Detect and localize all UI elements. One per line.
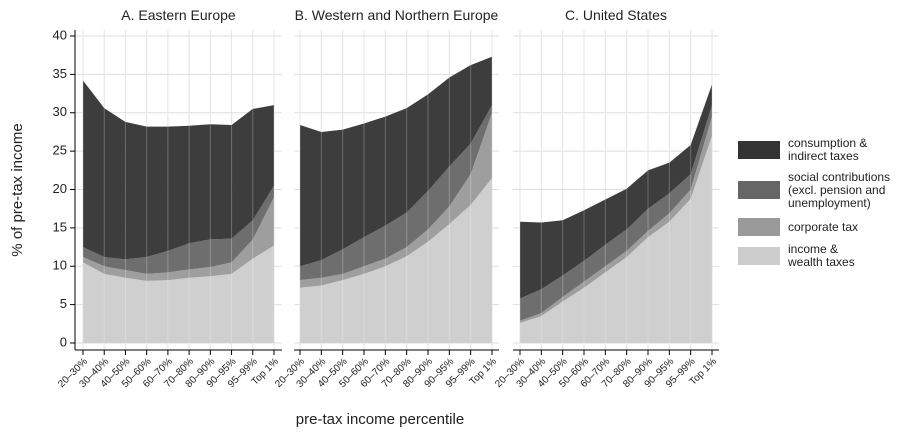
y-tick-label: 25 bbox=[53, 143, 67, 158]
legend-swatch bbox=[738, 218, 780, 236]
area bbox=[520, 135, 712, 343]
legend-entry: consumption & indirect taxes bbox=[738, 130, 867, 170]
x-axis-label: pre-tax income percentile bbox=[296, 411, 464, 428]
area bbox=[83, 197, 274, 281]
panel-title: C. United States bbox=[565, 7, 667, 23]
panel-title: A. Eastern Europe bbox=[121, 7, 236, 23]
y-tick-label: 30 bbox=[53, 104, 67, 119]
legend-label: income & wealth taxes bbox=[788, 242, 855, 269]
area bbox=[300, 105, 492, 281]
legend-label: consumption & indirect taxes bbox=[788, 136, 868, 163]
panel: 20–30%30–40%40–50%50–60%60–70%70–80%80–9… bbox=[273, 7, 499, 390]
area bbox=[520, 84, 712, 299]
y-tick-label: 10 bbox=[53, 258, 67, 273]
panel-title: B. Western and Northern Europe bbox=[295, 7, 499, 23]
legend-swatch bbox=[738, 181, 780, 199]
legend-swatch bbox=[738, 247, 780, 265]
legend-label: social contributions (excl. pension and … bbox=[788, 169, 891, 210]
y-axis-label: % of pre-tax income bbox=[9, 123, 26, 256]
area bbox=[300, 177, 492, 343]
legend-label: corporate tax bbox=[788, 219, 859, 234]
panel: 20–30%30–40%40–50%50–60%60–70%70–80%80–9… bbox=[493, 7, 719, 390]
area bbox=[300, 56, 492, 267]
legend-entry: corporate tax bbox=[738, 207, 858, 247]
area bbox=[83, 245, 274, 343]
area bbox=[520, 105, 712, 321]
legend-swatch bbox=[738, 141, 780, 159]
y-tick-label: 40 bbox=[53, 27, 67, 42]
y-tick-label: 0 bbox=[60, 334, 67, 349]
legend-entry: income & wealth taxes bbox=[738, 236, 855, 276]
legend-entry: social contributions (excl. pension and … bbox=[738, 170, 890, 210]
panel: 20–30%30–40%40–50%50–60%60–70%70–80%80–9… bbox=[53, 7, 282, 390]
area bbox=[83, 80, 274, 260]
y-tick-label: 20 bbox=[53, 181, 67, 196]
area bbox=[300, 112, 492, 288]
y-tick-label: 5 bbox=[60, 296, 67, 311]
y-tick-label: 15 bbox=[53, 219, 67, 234]
area bbox=[83, 185, 274, 274]
y-tick-label: 35 bbox=[53, 66, 67, 81]
